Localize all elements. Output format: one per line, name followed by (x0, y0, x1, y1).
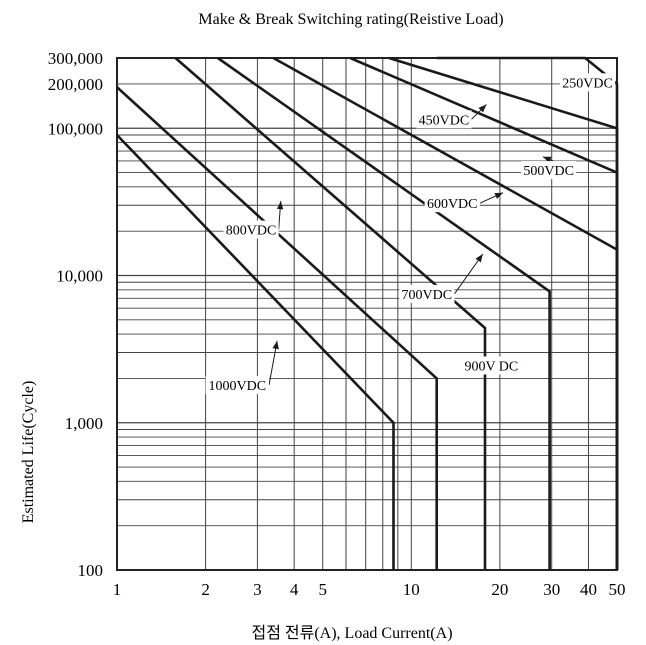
x-tick-label: 5 (318, 580, 327, 599)
y-axis-label: Estimated Life(Cycle) (20, 381, 37, 524)
series-labels: 250VDC 450VDC 500VDC 600VDC 700VDC 800VDC 900V… (205, 73, 616, 395)
series-label-bg (223, 220, 279, 239)
y-tick-label: 300,000 (48, 49, 103, 68)
series-label: 900V DC (464, 359, 518, 374)
series-label-arrowhead (494, 192, 504, 199)
x-tick-label: 20 (491, 580, 508, 599)
grid-lines (117, 58, 617, 570)
x-tick-label: 2 (201, 580, 210, 599)
x-tick-label: 30 (543, 580, 560, 599)
series-label: 250VDC (562, 76, 613, 91)
chart-title: Make & Break Switching rating(Reistive L… (198, 11, 503, 28)
series-label: 800VDC (226, 224, 277, 239)
series-label-bg (205, 376, 269, 395)
y-tick-label: 10,000 (56, 267, 103, 286)
x-tick-label: 1 (113, 580, 122, 599)
y-tick-label: 100 (78, 561, 104, 580)
series-line (272, 56, 619, 570)
series-lines (116, 56, 619, 570)
series-line (116, 86, 439, 570)
series-label-leader (454, 253, 484, 295)
series-line (174, 57, 487, 570)
tick-labels: 1 2 3 4 5 10 20 30 40 50 100 1,000 10,000 100,000 200,… (48, 49, 626, 599)
series-label: 700VDC (402, 288, 453, 303)
series-label-bg (399, 284, 455, 303)
series-label-bg (521, 161, 577, 180)
x-tick-label: 40 (580, 580, 597, 599)
series-label-bg (424, 194, 480, 213)
x-tick-label: 3 (253, 580, 262, 599)
x-tick-label: 4 (290, 580, 299, 599)
series-label-bg (459, 356, 524, 375)
series-label: 500VDC (523, 164, 574, 179)
y-tick-label: 1,000 (65, 414, 103, 433)
series-label-arrowhead (276, 201, 284, 210)
y-tick-label: 200,000 (48, 75, 103, 94)
series-label: 1000VDC (209, 379, 267, 394)
x-tick-label: 10 (403, 580, 420, 599)
y-tick-label: 100,000 (48, 119, 103, 138)
series-label-arrowhead (478, 104, 487, 113)
series-label-arrowhead (272, 340, 279, 350)
series-label-arrowhead (475, 253, 483, 263)
series-line (217, 56, 551, 570)
series-label: 600VDC (427, 197, 478, 212)
x-axis-label: 접점 전류(A), Load Current(A) (251, 624, 452, 642)
series-line (116, 134, 395, 570)
series-label-bg (416, 110, 472, 129)
series-label: 450VDC (419, 113, 470, 128)
x-tick-label: 50 (609, 580, 626, 599)
series-label-bg (559, 73, 616, 92)
